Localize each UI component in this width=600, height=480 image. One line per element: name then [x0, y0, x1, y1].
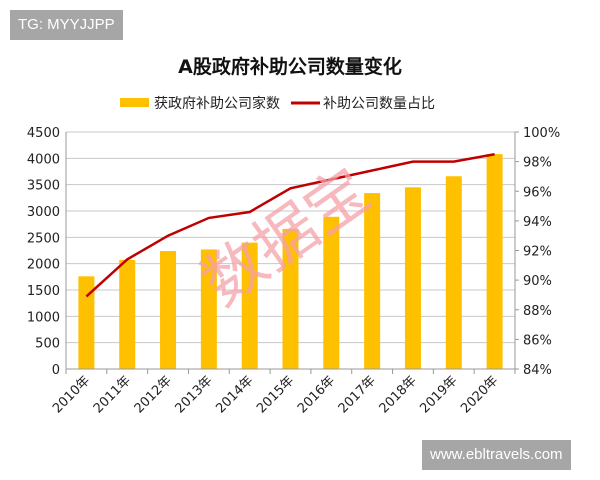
y-left-tick-label: 2000	[27, 258, 60, 273]
legend-bar-label: 获政府补助公司家数	[154, 95, 280, 112]
bar	[404, 187, 421, 369]
y-right-tick-label: 88%	[523, 304, 552, 319]
chart-title: A股政府补助公司数量变化	[178, 55, 402, 78]
y-left-tick-label: 500	[35, 337, 60, 352]
x-tick-label: 2019年	[417, 373, 460, 416]
y-right-tick-label: 96%	[523, 185, 552, 200]
y-left-tick-label: 1500	[27, 284, 60, 299]
x-tick-label: 2013年	[172, 373, 215, 416]
bar	[160, 251, 177, 369]
x-tick-label: 2011年	[91, 373, 134, 416]
x-tick-label: 2010年	[50, 373, 93, 416]
bar	[323, 216, 340, 369]
y-right-tick-label: 84%	[523, 363, 552, 378]
bar	[282, 228, 299, 369]
tg-tag: TG: MYYJJPP	[10, 10, 123, 40]
y-right-tick-label: 98%	[523, 156, 552, 171]
x-tick-label: 2020年	[458, 373, 501, 416]
y-right-tick-label: 100%	[523, 126, 560, 141]
bar	[241, 242, 258, 369]
bar	[364, 193, 381, 369]
legend-bar-swatch	[120, 98, 149, 107]
legend: 获政府补助公司家数 补助公司数量占比	[120, 95, 435, 112]
x-tick-label: 2012年	[132, 373, 175, 416]
y-left-tick-label: 1000	[27, 310, 60, 325]
y-left-tick-label: 3500	[27, 179, 60, 194]
y-left-tick-label: 0	[52, 363, 60, 378]
x-tick-label: 2016年	[295, 373, 338, 416]
legend-line-label: 补助公司数量占比	[323, 96, 435, 112]
bar	[119, 259, 136, 369]
x-tick-label: 2017年	[336, 373, 379, 416]
x-tick-label: 2014年	[213, 373, 256, 416]
x-tick-label: 2018年	[377, 373, 420, 416]
bar	[486, 154, 503, 369]
y-right-tick-label: 94%	[523, 215, 552, 230]
y-right-tick-label: 86%	[523, 333, 552, 348]
y-left-tick-label: 2500	[27, 231, 60, 246]
site-tag: www.ebltravels.com	[422, 440, 571, 470]
y-left-tick-label: 3000	[27, 205, 60, 220]
y-right-tick-label: 90%	[523, 274, 552, 289]
y-left-tick-label: 4500	[27, 126, 60, 141]
bar	[78, 276, 95, 369]
bar	[445, 176, 462, 369]
y-right-tick-label: 92%	[523, 245, 552, 260]
bar	[200, 249, 217, 369]
x-tick-label: 2015年	[254, 373, 297, 416]
y-left-tick-label: 4000	[27, 152, 60, 167]
